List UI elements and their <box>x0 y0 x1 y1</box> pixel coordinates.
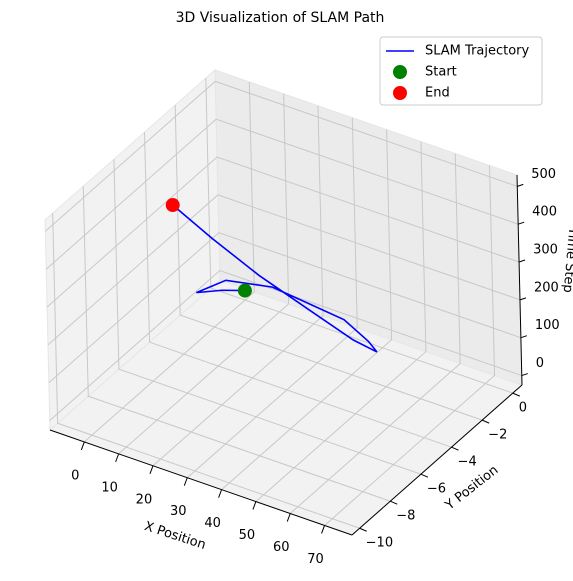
z-tick-label: 200 <box>534 280 559 295</box>
y-tick-label: 0 <box>519 401 527 416</box>
chart-title: 3D Visualization of SLAM Path <box>176 10 385 26</box>
grid-line <box>49 269 522 421</box>
tick-mark <box>80 441 85 451</box>
x-tick-label: 0 <box>71 468 79 483</box>
tick-mark <box>183 477 188 486</box>
tick-mark <box>252 501 257 510</box>
grid-line <box>118 93 290 455</box>
end-marker <box>165 198 180 213</box>
tick-mark <box>518 221 525 225</box>
legend: SLAM Trajectory Start End <box>379 36 543 106</box>
z-axis-label: Time Step <box>560 226 573 294</box>
y-tick-label: −10 <box>366 536 393 551</box>
y-tick-label: −4 <box>458 455 477 470</box>
tick-mark <box>359 527 367 532</box>
grid-line <box>83 81 255 443</box>
z-tick-label: 300 <box>533 243 558 258</box>
x-tick-label: 20 <box>136 492 153 507</box>
grid-line <box>82 186 391 502</box>
grid-line <box>46 156 520 308</box>
z-axis <box>516 174 523 386</box>
legend-label: Start <box>425 65 457 80</box>
z-tick-label: 0 <box>536 356 544 371</box>
tick-mark <box>519 297 527 301</box>
grid-line <box>45 118 519 270</box>
grid-line <box>47 194 521 346</box>
y-tick-label: −8 <box>396 509 415 524</box>
tick-mark <box>520 335 528 339</box>
tick-mark <box>390 500 398 505</box>
z-tick-label: 400 <box>532 205 557 220</box>
legend-swatch <box>393 86 407 100</box>
x-tick-label: 70 <box>307 552 324 567</box>
x-tick-label: 40 <box>204 516 221 531</box>
x-tick-label: 60 <box>273 540 290 555</box>
x-tick-label: 30 <box>170 504 187 519</box>
grid-line <box>289 153 461 514</box>
grid-line <box>44 80 518 232</box>
tick-mark <box>518 259 526 263</box>
legend-label: End <box>425 86 450 101</box>
y-axis-label: Y Position <box>442 463 501 514</box>
x-tick-label: 10 <box>101 480 118 495</box>
tick-mark <box>115 453 120 463</box>
tick-mark <box>286 513 291 522</box>
tick-mark <box>451 446 459 451</box>
tick-mark <box>517 183 524 187</box>
grid-line <box>174 105 483 421</box>
tick-mark <box>512 392 521 397</box>
y-tick-label: −6 <box>427 482 446 497</box>
z-tick-label: 500 <box>531 167 556 182</box>
x-tick-label: 50 <box>239 528 256 543</box>
y-axis <box>351 384 523 536</box>
grid-line <box>205 78 513 394</box>
start-marker <box>237 283 252 298</box>
tick-mark <box>481 419 490 424</box>
grid-line <box>221 129 393 491</box>
grid-line <box>324 165 496 526</box>
grid-line <box>52 213 360 529</box>
y-tick-label: −2 <box>488 428 507 443</box>
grid-line <box>48 232 522 384</box>
grid-line <box>113 159 422 475</box>
grid-line <box>144 132 452 448</box>
grid-line <box>255 141 427 502</box>
tick-mark <box>321 525 326 534</box>
legend-swatch <box>393 65 407 79</box>
x-axis <box>49 429 353 536</box>
x-axis-label: X Position <box>142 519 207 553</box>
legend-label: SLAM Trajectory <box>425 44 530 59</box>
tick-mark <box>521 373 528 377</box>
trajectory <box>172 204 378 353</box>
grid-line <box>152 105 324 467</box>
legend-box <box>379 36 543 106</box>
z-tick-label: 100 <box>535 318 560 333</box>
tick-mark <box>218 489 223 498</box>
tick-mark <box>149 465 154 474</box>
tick-mark <box>420 473 429 478</box>
grid-line <box>186 117 358 479</box>
